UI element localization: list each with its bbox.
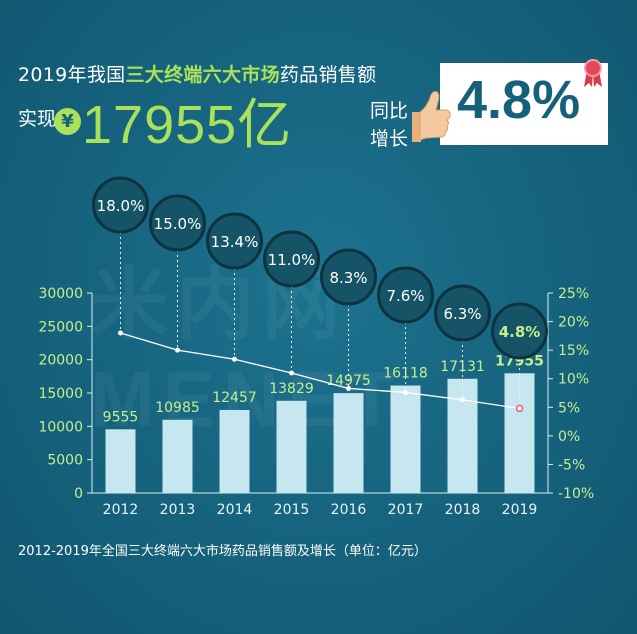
right-tick-label: 10% xyxy=(558,372,589,388)
bar-value-label: 9555 xyxy=(103,409,139,425)
bar xyxy=(504,373,535,493)
growth-bubble-label: 11.0% xyxy=(268,251,316,269)
bar xyxy=(219,409,250,493)
headline-realize: 实现 xyxy=(18,108,57,130)
growth-bubble-label: 18.0% xyxy=(97,197,145,215)
left-tick-label: 5000 xyxy=(47,453,83,469)
bar xyxy=(162,419,193,493)
bar xyxy=(276,400,307,493)
right-tick-label: 0% xyxy=(558,429,580,445)
left-tick-label: 25000 xyxy=(38,319,83,335)
right-tick-label: 5% xyxy=(558,400,580,416)
x-tick-label: 2019 xyxy=(502,502,538,518)
growth-bubble xyxy=(491,302,548,360)
chart-caption: 2012-2019年全国三大终端六大市场药品销售额及增长（单位：亿元） xyxy=(18,544,427,559)
bar-value-label: 13829 xyxy=(269,381,314,397)
thumbs-up-hand-icon xyxy=(412,91,451,142)
yoy-label-line1: 同比 xyxy=(370,100,409,122)
x-tick-label: 2016 xyxy=(331,502,367,518)
growth-card xyxy=(440,63,608,145)
x-tick-label: 2017 xyxy=(388,502,424,518)
growth-bubble-label: 13.4% xyxy=(211,233,259,251)
right-tick-label: 20% xyxy=(558,315,589,331)
x-tick-label: 2013 xyxy=(160,502,196,518)
growth-bubble-label: 8.3% xyxy=(329,269,367,287)
headline-prefix: 2019年我国 xyxy=(18,64,126,86)
growth-bubble xyxy=(434,284,491,342)
total-sales-amount: 17955亿 xyxy=(82,95,293,155)
growth-bubble-label: 7.6% xyxy=(386,287,424,305)
ribbon-badge-icon xyxy=(584,59,602,87)
growth-bubble-label: 15.0% xyxy=(154,215,202,233)
x-tick-label: 2018 xyxy=(445,502,481,518)
growth-point xyxy=(403,389,408,395)
growth-bubble-label: 4.8% xyxy=(499,323,541,341)
bar xyxy=(105,429,136,493)
yoy-label-line2: 增长 xyxy=(370,128,409,150)
right-tick-label: -10% xyxy=(558,486,594,502)
left-tick-label: 30000 xyxy=(38,286,83,302)
right-tick-label: -5% xyxy=(558,457,585,473)
growth-bubble xyxy=(263,230,320,288)
x-tick-label: 2012 xyxy=(103,502,139,518)
bar-value-label: 10985 xyxy=(155,400,200,416)
growth-bubble xyxy=(92,176,149,234)
growth-bubble xyxy=(206,212,263,270)
bar-value-label: 12457 xyxy=(212,390,257,406)
growth-point xyxy=(232,356,237,362)
growth-point xyxy=(346,385,351,391)
growth-point xyxy=(289,370,294,376)
growth-bubble xyxy=(320,248,377,306)
growth-bubble-label: 6.3% xyxy=(443,305,481,323)
right-tick-label: 25% xyxy=(558,286,589,302)
left-tick-label: 0 xyxy=(74,486,83,502)
headline-highlight: 三大终端六大市场 xyxy=(125,64,280,86)
growth-percent: 4.8% xyxy=(457,70,581,130)
left-tick-label: 20000 xyxy=(38,353,83,369)
bar-value-label: 17955 xyxy=(495,353,544,369)
left-tick-label: 15000 xyxy=(38,386,83,402)
x-tick-label: 2015 xyxy=(274,502,310,518)
growth-point xyxy=(175,347,180,353)
yen-icon: ¥ xyxy=(54,108,81,135)
growth-point xyxy=(118,330,123,336)
growth-bubble xyxy=(149,194,206,252)
growth-line xyxy=(120,332,520,410)
right-tick-label: 15% xyxy=(558,343,589,359)
left-tick-label: 10000 xyxy=(38,419,83,435)
growth-bubble xyxy=(377,266,434,324)
bar xyxy=(333,393,364,493)
growth-point xyxy=(515,404,524,413)
headline-suffix: 药品销售额 xyxy=(279,64,377,86)
growth-point xyxy=(460,397,465,403)
x-tick-label: 2014 xyxy=(217,502,253,518)
bar xyxy=(390,385,421,493)
headline-line1: 2019年我国三大终端六大市场药品销售额 xyxy=(18,60,376,87)
